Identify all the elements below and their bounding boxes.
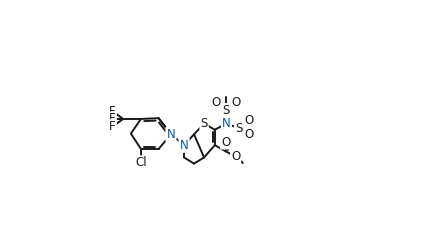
Text: F: F bbox=[109, 120, 116, 133]
Text: N: N bbox=[222, 117, 231, 130]
Text: O: O bbox=[231, 150, 240, 163]
Text: F: F bbox=[109, 113, 116, 125]
Text: O: O bbox=[244, 114, 253, 127]
Text: N: N bbox=[222, 117, 231, 130]
Text: O: O bbox=[221, 135, 230, 149]
Text: F: F bbox=[109, 105, 116, 118]
Text: N: N bbox=[167, 128, 175, 141]
Text: S: S bbox=[235, 122, 242, 135]
Text: O: O bbox=[232, 96, 241, 109]
Text: O: O bbox=[212, 96, 221, 109]
Text: S: S bbox=[223, 104, 230, 117]
Text: N: N bbox=[180, 139, 189, 152]
Text: N: N bbox=[180, 139, 189, 152]
Text: O: O bbox=[244, 128, 253, 141]
Text: N: N bbox=[167, 128, 175, 141]
Text: S: S bbox=[200, 117, 208, 130]
Text: Cl: Cl bbox=[135, 156, 147, 169]
